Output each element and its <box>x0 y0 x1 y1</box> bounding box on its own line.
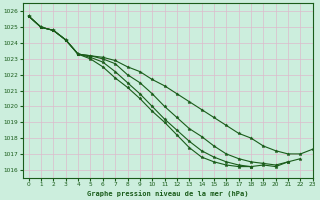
X-axis label: Graphe pression niveau de la mer (hPa): Graphe pression niveau de la mer (hPa) <box>87 190 248 197</box>
